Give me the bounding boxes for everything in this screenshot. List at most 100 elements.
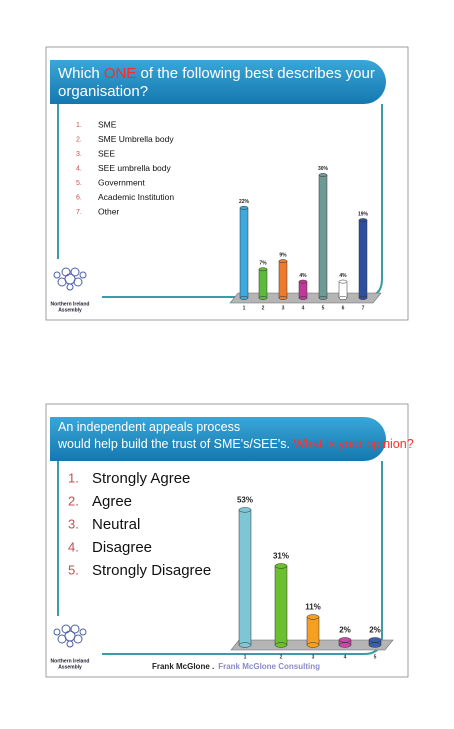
option-number: 4. bbox=[76, 165, 82, 172]
value-label: 11% bbox=[305, 602, 321, 611]
option-text: Strongly Disagree bbox=[92, 562, 211, 579]
x-tick-label: 1 bbox=[243, 305, 246, 311]
logo-flower bbox=[73, 277, 83, 287]
slide-title: organisation? bbox=[58, 83, 148, 100]
option-number: 1. bbox=[68, 470, 79, 485]
slide-title: Which ONE of the following best describe… bbox=[58, 65, 375, 82]
x-tick-label: 1 bbox=[244, 654, 247, 660]
option-number: 6. bbox=[76, 194, 82, 201]
bar-top bbox=[238, 507, 252, 513]
option-number: 5. bbox=[76, 180, 82, 187]
value-label: 9% bbox=[279, 252, 287, 258]
bar bbox=[274, 565, 288, 646]
bar bbox=[298, 281, 308, 299]
bar-top bbox=[239, 205, 249, 210]
value-label: 19% bbox=[358, 211, 369, 217]
logo-flower bbox=[73, 634, 83, 644]
value-label: 53% bbox=[237, 495, 253, 504]
title-lead: Which bbox=[58, 65, 104, 82]
bar-top bbox=[306, 614, 320, 620]
logo-text: Assembly bbox=[58, 307, 82, 313]
bar-top bbox=[338, 279, 348, 284]
bar bbox=[358, 219, 368, 299]
logo bbox=[53, 267, 87, 291]
value-label: 30% bbox=[318, 166, 329, 172]
value-label: 22% bbox=[239, 199, 250, 205]
logo-flower bbox=[79, 271, 87, 279]
title-band bbox=[50, 417, 386, 461]
bar bbox=[239, 207, 249, 299]
x-tick-label: 2 bbox=[280, 654, 283, 660]
bar-top bbox=[318, 173, 328, 177]
bar-top bbox=[368, 637, 382, 643]
slide-title: An independent appeals process bbox=[58, 420, 240, 434]
logo-flower bbox=[66, 640, 74, 648]
value-label: 2% bbox=[369, 625, 381, 634]
footer-company: Frank McGlone Consulting bbox=[218, 662, 320, 671]
logo-text: Northern Ireland bbox=[51, 301, 90, 307]
option-number: 3. bbox=[68, 516, 79, 531]
logo-flower bbox=[53, 271, 61, 279]
bar bbox=[318, 174, 328, 299]
x-tick-label: 7 bbox=[362, 305, 365, 311]
x-tick-label: 4 bbox=[302, 305, 305, 311]
logo-flower bbox=[70, 267, 80, 277]
bar-base bbox=[274, 642, 288, 648]
title-wrap: would help build the trust of SME's/SEE'… bbox=[57, 437, 293, 451]
option-number: 4. bbox=[68, 539, 79, 554]
title-emphasis: ONE bbox=[104, 65, 137, 82]
logo-flower bbox=[57, 277, 67, 287]
option-text: Disagree bbox=[92, 539, 152, 556]
option-text: SME Umbrella body bbox=[98, 134, 174, 144]
bar bbox=[338, 281, 348, 299]
option-number: 1. bbox=[76, 122, 82, 129]
slide: Which ONE of the following best describe… bbox=[45, 46, 409, 321]
bar-base bbox=[278, 296, 288, 300]
bar-base bbox=[238, 642, 252, 648]
bar-base bbox=[338, 296, 348, 300]
logo-flower bbox=[61, 624, 71, 634]
option-text: Government bbox=[98, 177, 145, 187]
option-text: SEE bbox=[98, 148, 115, 158]
value-label: 4% bbox=[339, 273, 347, 279]
x-tick-label: 5 bbox=[322, 305, 325, 311]
bar-top bbox=[278, 259, 288, 263]
title-lead: An independent appeals process bbox=[58, 420, 240, 434]
option-text: Academic Institution bbox=[98, 192, 174, 202]
slide-title: would help build the trust of SME's/SEE'… bbox=[57, 437, 414, 451]
bar bbox=[278, 260, 288, 299]
option-number: 3. bbox=[76, 151, 82, 158]
footer: Frank McGlone . Frank McGlone Consulting bbox=[152, 662, 320, 671]
x-tick-label: 3 bbox=[282, 305, 285, 311]
bar bbox=[306, 616, 320, 646]
logo-text: Northern Ireland bbox=[51, 658, 90, 664]
x-tick-label: 6 bbox=[342, 305, 345, 311]
logo bbox=[53, 624, 87, 648]
bar-base bbox=[318, 296, 328, 300]
bar-base bbox=[258, 296, 268, 300]
bar bbox=[258, 269, 268, 299]
bar-top bbox=[358, 218, 368, 222]
option-number: 2. bbox=[68, 493, 79, 508]
logo-flower bbox=[61, 267, 71, 277]
bar-base bbox=[306, 642, 320, 648]
option-number: 7. bbox=[76, 209, 82, 216]
bar-top bbox=[338, 637, 352, 643]
title-tail: of the following best describes your bbox=[136, 65, 374, 82]
bar bbox=[238, 509, 252, 646]
bar-base bbox=[358, 296, 368, 300]
value-label: 2% bbox=[339, 625, 351, 634]
logo-flower bbox=[53, 628, 61, 636]
logo-flower bbox=[66, 283, 74, 291]
bar-base bbox=[368, 642, 382, 648]
logo-flower bbox=[70, 624, 80, 634]
title-emphasis: What is your opinion? bbox=[293, 437, 413, 451]
option-text: Neutral bbox=[92, 516, 140, 533]
bar-top bbox=[258, 267, 268, 272]
footer-name: Frank McGlone . bbox=[152, 662, 214, 671]
value-label: 31% bbox=[273, 551, 289, 560]
logo-text: Assembly bbox=[58, 664, 82, 670]
x-tick-label: 3 bbox=[312, 654, 315, 660]
bar-base bbox=[298, 296, 308, 300]
